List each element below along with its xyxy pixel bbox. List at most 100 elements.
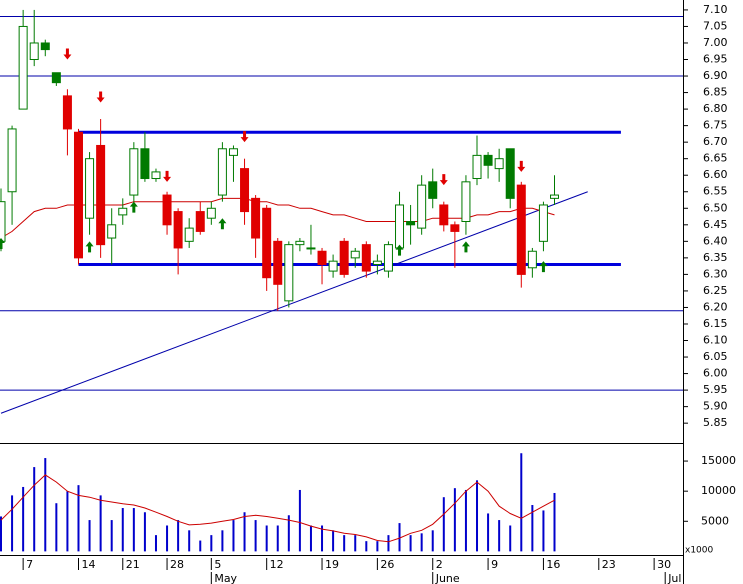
candle-body — [273, 240, 283, 285]
candle-body — [129, 148, 139, 196]
x-tick-label: 23 — [602, 558, 616, 571]
candle-body — [29, 42, 39, 61]
volume-bar — [553, 492, 556, 552]
unit-label: x1000 — [685, 546, 714, 556]
signal-arrow — [163, 170, 172, 182]
volume-bar — [232, 520, 235, 552]
signal-arrow — [517, 160, 526, 172]
signal-arrow — [129, 201, 138, 213]
candle-body — [62, 95, 72, 130]
y-tick-label: 6.25 — [703, 284, 728, 297]
y-tick-label: 5.85 — [703, 416, 728, 429]
volume-bar — [110, 520, 113, 552]
x-tick-label: 30 — [657, 558, 671, 571]
volume-bar — [476, 480, 479, 552]
x-tick-label: 16 — [546, 558, 560, 571]
volume-bar — [343, 535, 346, 552]
y-tick-label: 6.40 — [703, 234, 728, 247]
volume-bar — [287, 515, 290, 552]
candle-body — [439, 204, 449, 226]
candle-body — [51, 72, 61, 84]
candle-body — [317, 250, 327, 265]
signal-arrow — [85, 241, 94, 253]
y-tick-label: 6.95 — [703, 53, 728, 66]
volume-bar — [188, 530, 191, 552]
y-tick-label: 6.55 — [703, 185, 728, 198]
volume-bar — [464, 489, 467, 552]
volume-bar — [298, 489, 301, 552]
y-tick-label: 6.10 — [703, 334, 728, 347]
candle-body — [140, 148, 150, 180]
y-tick-label: 5000 — [701, 514, 729, 527]
candle-body — [73, 131, 83, 259]
candle-body — [0, 201, 6, 242]
month-label: May — [214, 572, 237, 584]
volume-bar — [332, 530, 335, 552]
signal-arrow — [395, 244, 404, 256]
volume-bar — [99, 495, 102, 552]
candle-body — [350, 250, 360, 259]
x-tick-label: 21 — [126, 558, 140, 571]
x-tick-label: 19 — [325, 558, 339, 571]
candle-body — [538, 204, 548, 242]
volume-bar — [498, 520, 501, 552]
y-tick-label: 6.20 — [703, 300, 728, 313]
signal-arrow — [461, 241, 470, 253]
volume-bar — [154, 535, 157, 552]
volume-bar — [210, 535, 213, 552]
y-tick-label: 6.60 — [703, 168, 728, 181]
candle-body — [18, 25, 28, 110]
y-tick-label: 6.70 — [703, 135, 728, 148]
month-label: Jul — [667, 572, 681, 584]
candle-body — [162, 194, 172, 226]
y-tick-label: 5.90 — [703, 400, 728, 413]
volume-bar — [77, 485, 80, 552]
candle-body — [461, 181, 471, 222]
volume-bar — [121, 508, 124, 552]
candle-body — [395, 204, 405, 249]
volume-bar — [177, 520, 180, 552]
signal-arrow — [63, 48, 72, 60]
y-tick-label: 6.80 — [703, 102, 728, 115]
price-panel — [0, 9, 683, 414]
signal-arrow — [96, 91, 105, 103]
y-tick-label: 6.05 — [703, 350, 728, 363]
candle-body — [516, 184, 526, 275]
volume-bar — [221, 530, 224, 552]
volume-bar — [487, 513, 490, 552]
volume-bar — [531, 505, 534, 552]
candle-body — [550, 194, 559, 199]
volume-bar — [199, 540, 202, 552]
candle-body — [450, 224, 460, 232]
volume-panel — [0, 453, 556, 552]
candle-body — [7, 128, 17, 193]
candle-body — [262, 207, 272, 279]
x-tick-label: 28 — [170, 558, 184, 571]
volume-bar — [376, 541, 379, 552]
volume-bar — [276, 525, 279, 552]
y-tick-label: 7.05 — [703, 19, 728, 32]
candle-body — [361, 244, 371, 272]
x-tick-label: 14 — [81, 558, 95, 571]
candle-body — [483, 154, 493, 166]
volume-bar — [354, 535, 357, 552]
candle-body — [406, 221, 416, 226]
volume-bar — [542, 510, 545, 552]
x-tick-label: 2 — [436, 558, 443, 571]
volume-bar — [55, 503, 58, 552]
volume-bar — [442, 497, 445, 552]
x-tick-label: 5 — [214, 558, 221, 571]
signal-arrow — [0, 238, 5, 250]
volume-bar — [387, 535, 390, 552]
volume-bar — [409, 535, 412, 552]
volume-bar — [309, 525, 312, 552]
candle-body — [284, 244, 294, 302]
volume-bar — [166, 525, 169, 552]
candle-body — [184, 227, 194, 242]
candle-body — [494, 158, 504, 170]
y-tick-label: 6.85 — [703, 86, 728, 99]
x-tick-label: 26 — [380, 558, 394, 571]
candle-body — [472, 154, 482, 180]
